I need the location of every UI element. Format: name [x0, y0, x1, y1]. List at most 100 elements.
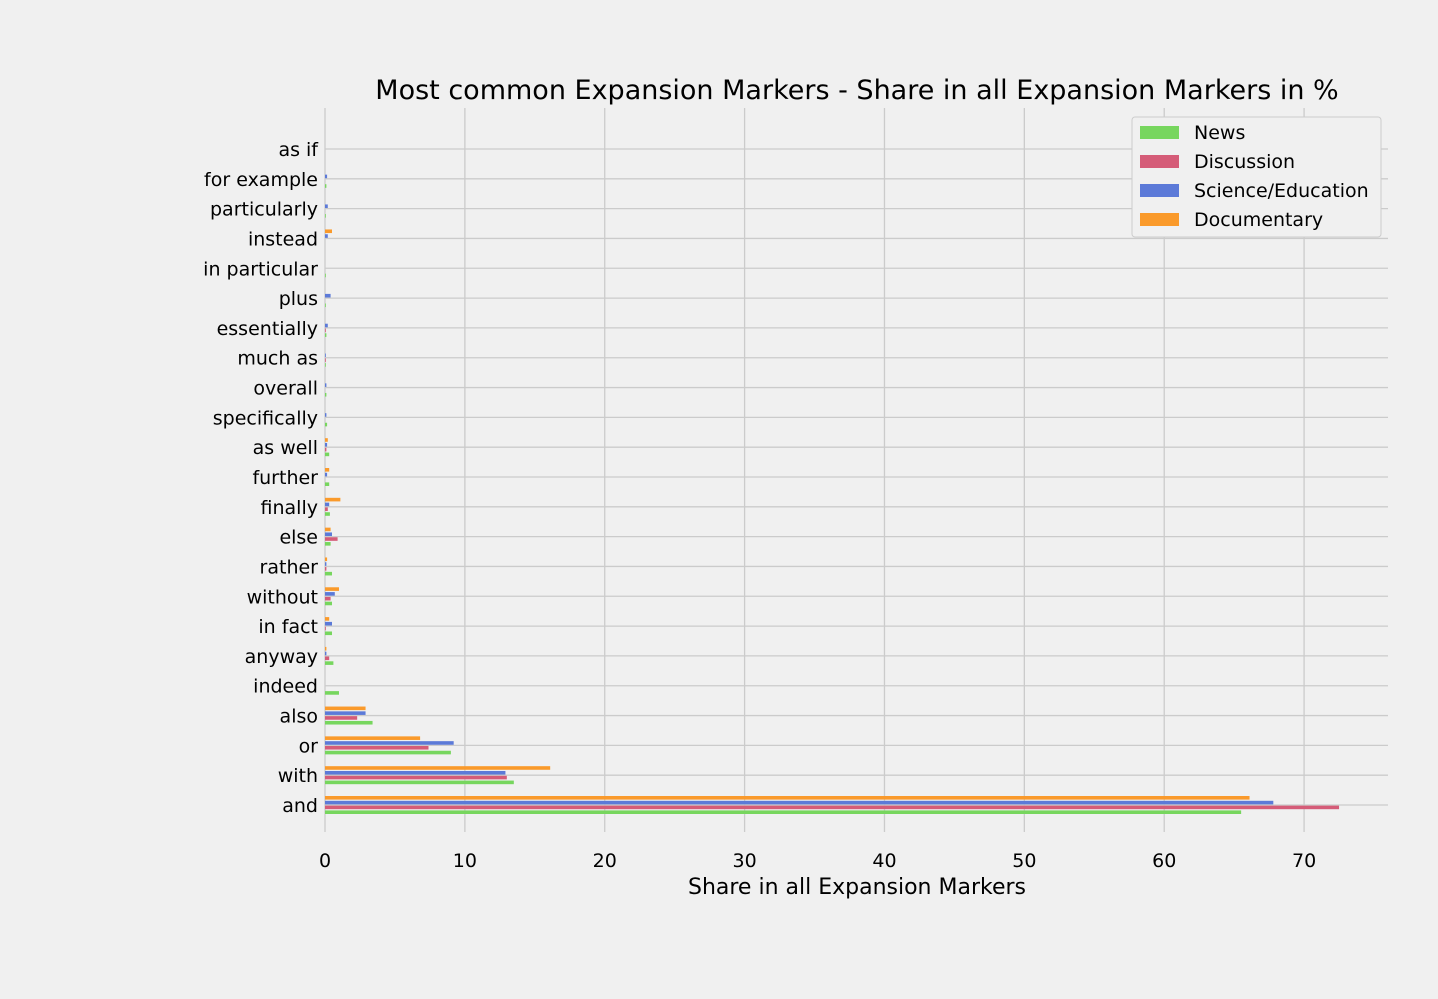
legend-label: Documentary — [1194, 209, 1323, 231]
y-tick-label: and — [282, 795, 318, 817]
bar-news-or — [325, 750, 451, 755]
legend-swatch — [1140, 184, 1179, 197]
bar-discussion-finally — [325, 507, 328, 512]
legend-label: Discussion — [1194, 151, 1295, 173]
bar-science-education-rather — [325, 562, 327, 566]
x-tick-label: 30 — [733, 850, 757, 872]
y-tick-label: rather — [260, 556, 319, 578]
y-tick-label: essentially — [217, 318, 318, 340]
bar-news-as-well — [325, 452, 330, 457]
legend-box — [1131, 116, 1382, 238]
bar-documentary-further — [325, 468, 330, 472]
bar-news-plus — [325, 303, 326, 308]
legend-swatch — [1140, 126, 1179, 139]
bar-documentary-else — [325, 527, 331, 532]
bar-news-without — [325, 601, 332, 606]
y-tick-label: with — [278, 765, 318, 787]
bar-news-for-example — [325, 184, 327, 188]
x-tick-label: 20 — [593, 850, 617, 872]
bar-news-in-particular — [325, 273, 326, 278]
y-gridlines — [325, 148, 1388, 806]
bar-discussion-essentially — [325, 328, 326, 333]
bar-discussion-anyway — [325, 656, 330, 661]
bar-science-education-anyway — [325, 651, 327, 656]
bar-discussion-and — [325, 805, 1340, 810]
legend: News Discussion Science/Education Documenta… — [1131, 116, 1382, 238]
x-tick-label: 0 — [319, 850, 331, 872]
bar-news-else — [325, 542, 331, 546]
bar-documentary-with — [325, 766, 551, 770]
bar-documentary-in-fact — [325, 617, 330, 621]
y-tick-label: in particular — [203, 258, 318, 280]
y-tick-label: as if — [278, 139, 319, 161]
bar-news-and — [325, 810, 1242, 814]
bar-documentary-instead — [325, 229, 332, 234]
bar-news-essentially — [325, 333, 327, 337]
bar-science-education-and — [325, 800, 1274, 805]
x-tick-label: 60 — [1152, 850, 1176, 872]
y-tick-label: as well — [253, 437, 318, 459]
x-tick-label: 40 — [872, 850, 896, 872]
x-tick-label: 10 — [453, 850, 477, 872]
legend-swatch — [1140, 213, 1179, 226]
y-tick-label: else — [279, 527, 318, 549]
y-tick-label: indeed — [253, 676, 318, 698]
bar-science-education-specifically — [325, 413, 327, 417]
bar-science-education-without — [325, 592, 335, 596]
y-tick-label: for example — [204, 169, 318, 191]
bar-science-education-overall — [325, 383, 327, 387]
x-tick-label: 70 — [1292, 850, 1316, 872]
bar-science-education-instead — [325, 234, 328, 238]
legend-swatch — [1140, 155, 1179, 168]
bar-news-in-fact — [325, 631, 332, 636]
y-tick-label: anyway — [245, 646, 318, 668]
y-tick-label: much as — [237, 348, 318, 370]
bar-news-anyway — [325, 661, 334, 665]
y-tick-label: plus — [279, 288, 318, 310]
bars — [325, 174, 1340, 814]
bar-news-particularly — [325, 214, 326, 218]
x-tick-labels: 0 10 20 30 40 50 60 70 — [319, 850, 1316, 872]
y-tick-label: or — [299, 735, 319, 757]
bar-news-rather — [325, 571, 332, 576]
bar-news-much-as — [325, 363, 326, 367]
bar-science-education-much-as — [325, 353, 326, 358]
bar-discussion-else — [325, 537, 338, 541]
bar-discussion-or — [325, 745, 429, 750]
bar-documentary-and — [325, 796, 1250, 800]
bar-news-with — [325, 780, 514, 785]
bar-science-education-plus — [325, 293, 331, 298]
bar-science-education-essentially — [325, 323, 328, 328]
y-tick-label: specifically — [213, 407, 318, 429]
bar-discussion-much-as — [325, 358, 326, 362]
bar-news-specifically — [325, 422, 328, 427]
y-tick-label: without — [247, 586, 318, 608]
y-tick-label: further — [252, 467, 318, 489]
bar-science-education-for-example — [325, 174, 328, 179]
y-tick-labels: and with or also indeed anyway in fact without r… — [203, 139, 319, 817]
y-tick-label: also — [280, 706, 318, 728]
bar-documentary-finally — [325, 497, 341, 502]
bar-science-education-with — [325, 770, 506, 775]
bar-science-education-also — [325, 711, 366, 715]
bar-news-also — [325, 720, 373, 725]
bar-documentary-or — [325, 736, 421, 740]
y-tick-label: finally — [261, 497, 318, 519]
bar-science-education-else — [325, 532, 332, 537]
bar-science-education-in-fact — [325, 621, 332, 626]
bar-science-education-particularly — [325, 204, 328, 209]
bar-discussion-also — [325, 716, 358, 720]
bar-documentary-rather — [325, 557, 328, 562]
x-axis-label: Share in all Expansion Markers — [688, 875, 1026, 900]
x-tick-label: 50 — [1012, 850, 1036, 872]
bar-discussion-without — [325, 596, 331, 601]
legend-label: Science/Education — [1194, 180, 1369, 202]
bar-documentary-as-well — [325, 438, 328, 442]
bar-discussion-in-fact — [325, 626, 326, 631]
y-tick-label: overall — [253, 378, 318, 400]
bar-documentary-also — [325, 706, 366, 711]
bar-news-indeed — [325, 691, 339, 695]
bar-news-overall — [325, 392, 327, 397]
bar-discussion-with — [325, 775, 507, 780]
